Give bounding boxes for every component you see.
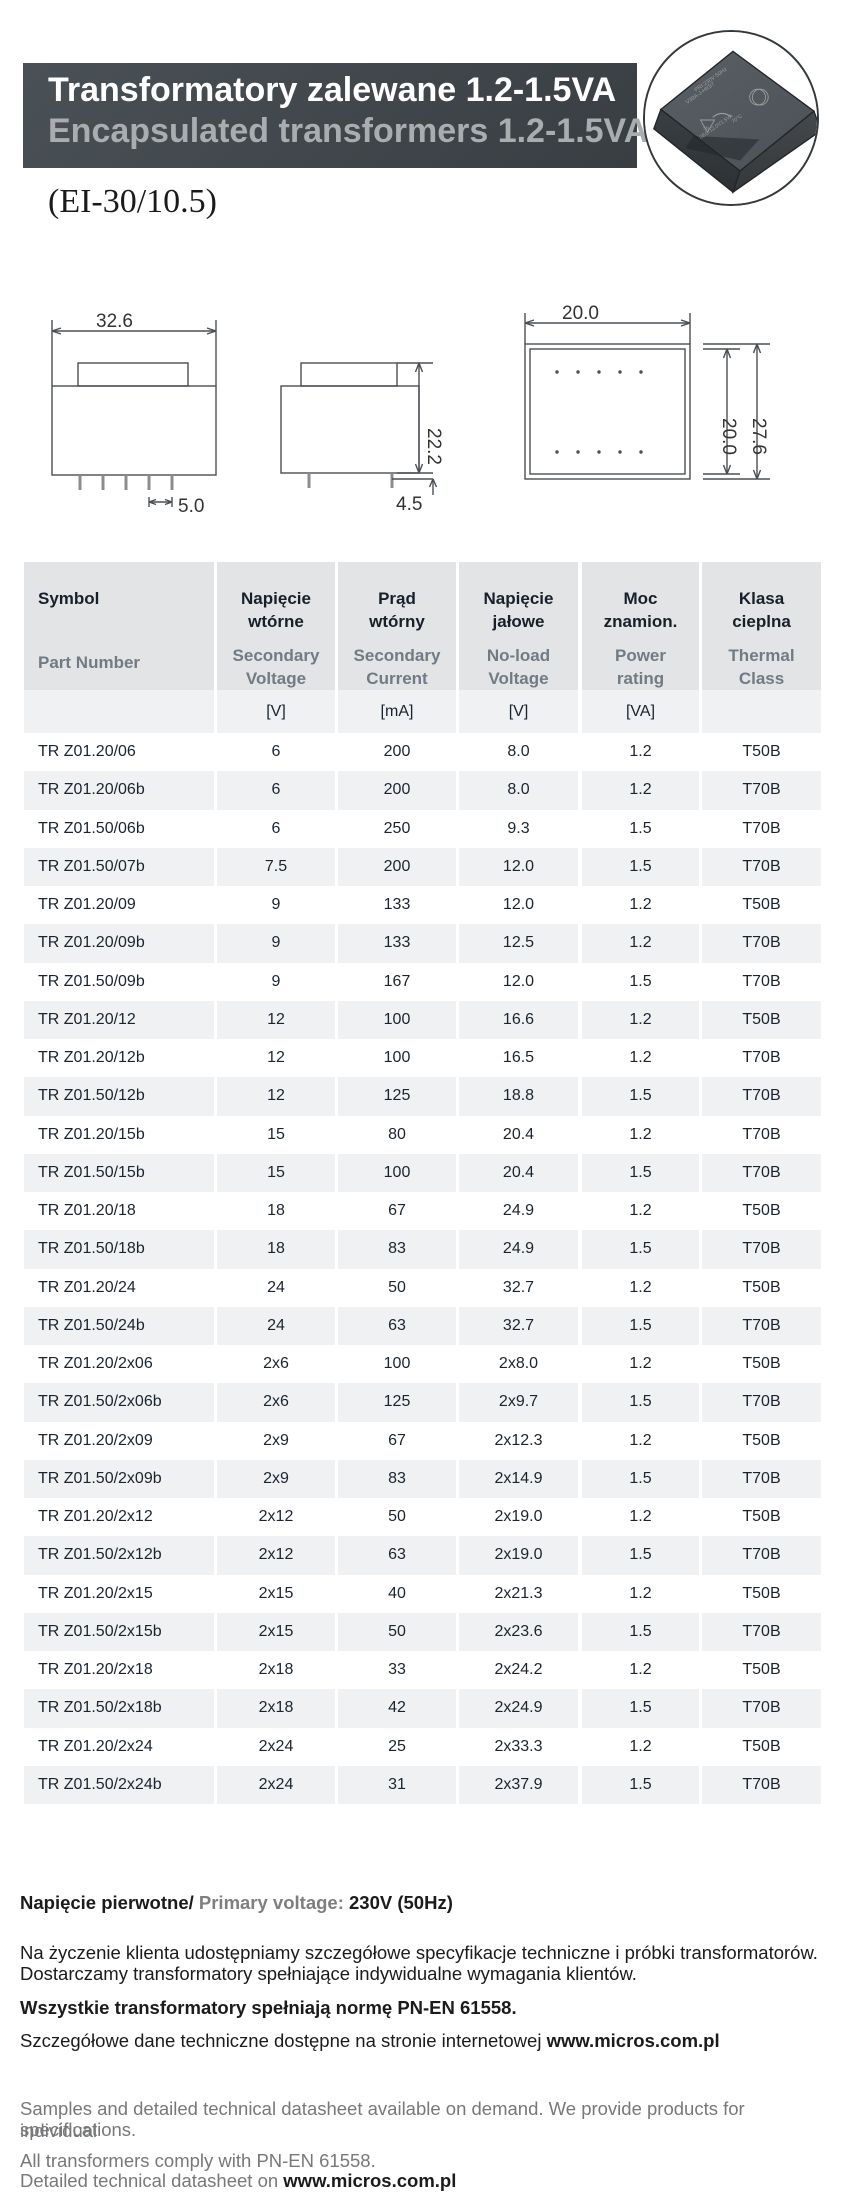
- svg-text:32.6: 32.6: [96, 311, 133, 332]
- svg-text:27.6: 27.6: [748, 418, 769, 455]
- svg-text:5.0: 5.0: [178, 496, 204, 517]
- svg-text:22.2: 22.2: [423, 428, 444, 465]
- svg-text:20.0: 20.0: [718, 418, 739, 455]
- svg-text:20.0: 20.0: [562, 303, 599, 324]
- svg-text:4.5: 4.5: [396, 494, 422, 515]
